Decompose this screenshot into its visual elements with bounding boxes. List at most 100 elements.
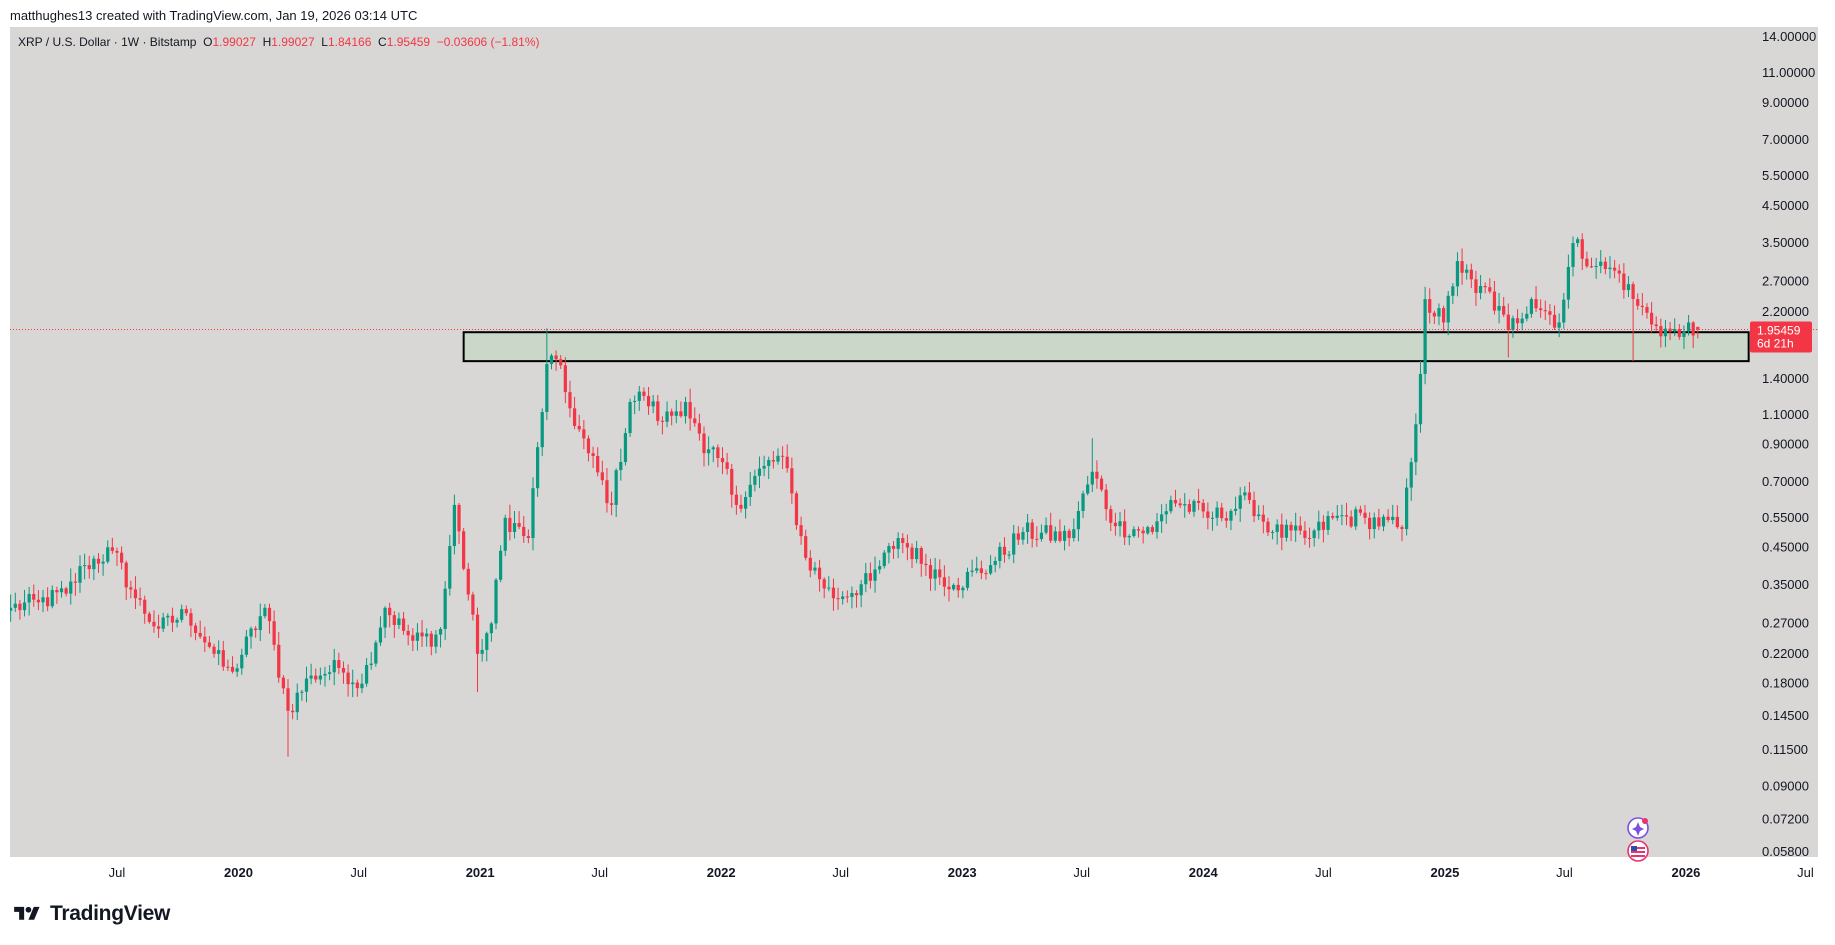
sparkle-magic-icon[interactable]	[1627, 817, 1649, 839]
close-label: C	[378, 35, 387, 49]
candle-body	[1682, 331, 1686, 337]
candle-body	[1335, 515, 1339, 518]
candle-body	[993, 560, 997, 566]
candle-body	[50, 590, 54, 607]
candle-body	[864, 573, 868, 585]
candles-group	[10, 233, 1700, 757]
price-tick-label: 9.00000	[1762, 95, 1809, 110]
close-value: 1.95459	[386, 35, 431, 49]
candle-body	[1053, 531, 1057, 541]
candle-body	[207, 642, 212, 647]
us-flag-icon[interactable]	[1627, 840, 1649, 862]
candle-body	[55, 590, 59, 593]
candle-body	[1229, 510, 1233, 521]
candle-body	[480, 649, 484, 654]
candle-body	[156, 626, 161, 629]
candle-body	[1331, 515, 1335, 518]
candle-body	[235, 668, 239, 672]
candle-body	[600, 472, 604, 481]
candle-body	[679, 411, 683, 417]
candle-body	[429, 633, 433, 647]
candle-body	[563, 365, 567, 393]
candle-body	[92, 558, 96, 570]
time-tick-label: 2025	[1430, 865, 1459, 880]
candle-body	[1612, 267, 1617, 271]
tradingview-brand[interactable]: TradingView	[10, 902, 170, 926]
candle-body	[1354, 509, 1358, 527]
candle-body	[1141, 530, 1145, 534]
price-tick-label: 0.11500	[1762, 742, 1808, 757]
candle-body	[596, 455, 600, 473]
price-tick-label: 0.14500	[1762, 708, 1809, 723]
price-axis[interactable]: 14.00000 11.00000 9.00000 7.00000 5.50000 4.5…	[1762, 29, 1816, 859]
candle-body	[106, 547, 110, 562]
price-chart[interactable]: 14.00000 11.00000 9.00000 7.00000 5.50000 4.5…	[10, 27, 1825, 884]
time-tick-label: Jul	[1556, 865, 1573, 880]
candle-body	[697, 423, 702, 434]
candle-body	[998, 546, 1002, 561]
candle-body	[591, 453, 595, 456]
candle-body	[272, 621, 276, 645]
candle-body	[438, 628, 443, 635]
candle-body	[1081, 493, 1085, 512]
candle-body	[388, 607, 392, 616]
candle-body	[707, 449, 711, 454]
candle-body	[170, 615, 175, 623]
candle-body	[1566, 266, 1571, 300]
candle-body	[448, 546, 452, 589]
open-label: O	[203, 35, 213, 49]
candle-body	[882, 552, 886, 567]
candle-body	[309, 675, 313, 679]
candle-body	[1178, 503, 1182, 506]
candle-body	[1455, 261, 1460, 287]
candle-body	[41, 597, 45, 603]
candle-body	[1187, 504, 1191, 512]
candle-body	[586, 438, 591, 454]
candle-body	[1515, 318, 1520, 324]
time-tick-label: 2022	[707, 865, 736, 880]
time-tick-label: Jul	[591, 865, 608, 880]
candle-body	[475, 614, 480, 654]
candle-body	[1441, 308, 1446, 323]
candle-body	[327, 672, 332, 674]
candle-body	[767, 460, 771, 466]
candle-body	[406, 630, 410, 636]
candle-body	[87, 565, 91, 570]
candle-body	[637, 391, 641, 401]
candle-body	[688, 401, 692, 419]
candle-body	[1058, 531, 1062, 541]
candle-body	[1312, 530, 1316, 539]
price-tick-label: 14.00000	[1762, 29, 1816, 44]
time-tick-label: 2024	[1189, 865, 1219, 880]
candle-body	[249, 628, 253, 637]
ohlc-legend: XRP / U.S. Dollar · 1W · Bitstamp O1.990…	[18, 35, 540, 49]
candle-body	[1377, 517, 1381, 527]
candle-body	[443, 588, 447, 629]
candle-body	[1691, 322, 1695, 336]
candle-body	[619, 462, 623, 471]
price-tick-label: 2.20000	[1762, 304, 1809, 319]
candle-body	[1631, 284, 1635, 300]
candle-body	[401, 618, 406, 631]
chart-area[interactable]: 14.00000 11.00000 9.00000 7.00000 5.50000 4.5…	[10, 27, 1825, 884]
candle-body	[762, 465, 766, 469]
candle-body	[642, 391, 646, 396]
candle-body	[896, 538, 900, 549]
time-axis[interactable]: Jul 2020 Jul 2021 Jul 2022 Jul 2023 Jul 2024 Jul 20…	[109, 865, 1814, 880]
candle-body	[660, 420, 665, 422]
candle-body	[1196, 500, 1201, 503]
candle-body	[822, 579, 826, 589]
candle-body	[1400, 527, 1404, 530]
support-resistance-zone[interactable]	[462, 331, 1750, 363]
time-tick-label: 2021	[466, 865, 495, 880]
candle-body	[1659, 326, 1663, 337]
candle-body	[545, 363, 549, 413]
candle-body	[1076, 511, 1081, 530]
time-tick-label: 2023	[948, 865, 977, 880]
candle-body	[1418, 373, 1423, 425]
candle-body	[1016, 533, 1020, 540]
candle-body	[1372, 517, 1376, 530]
time-tick-label: Jul	[1797, 865, 1814, 880]
candle-body	[1307, 537, 1312, 539]
candle-body	[1344, 515, 1349, 517]
